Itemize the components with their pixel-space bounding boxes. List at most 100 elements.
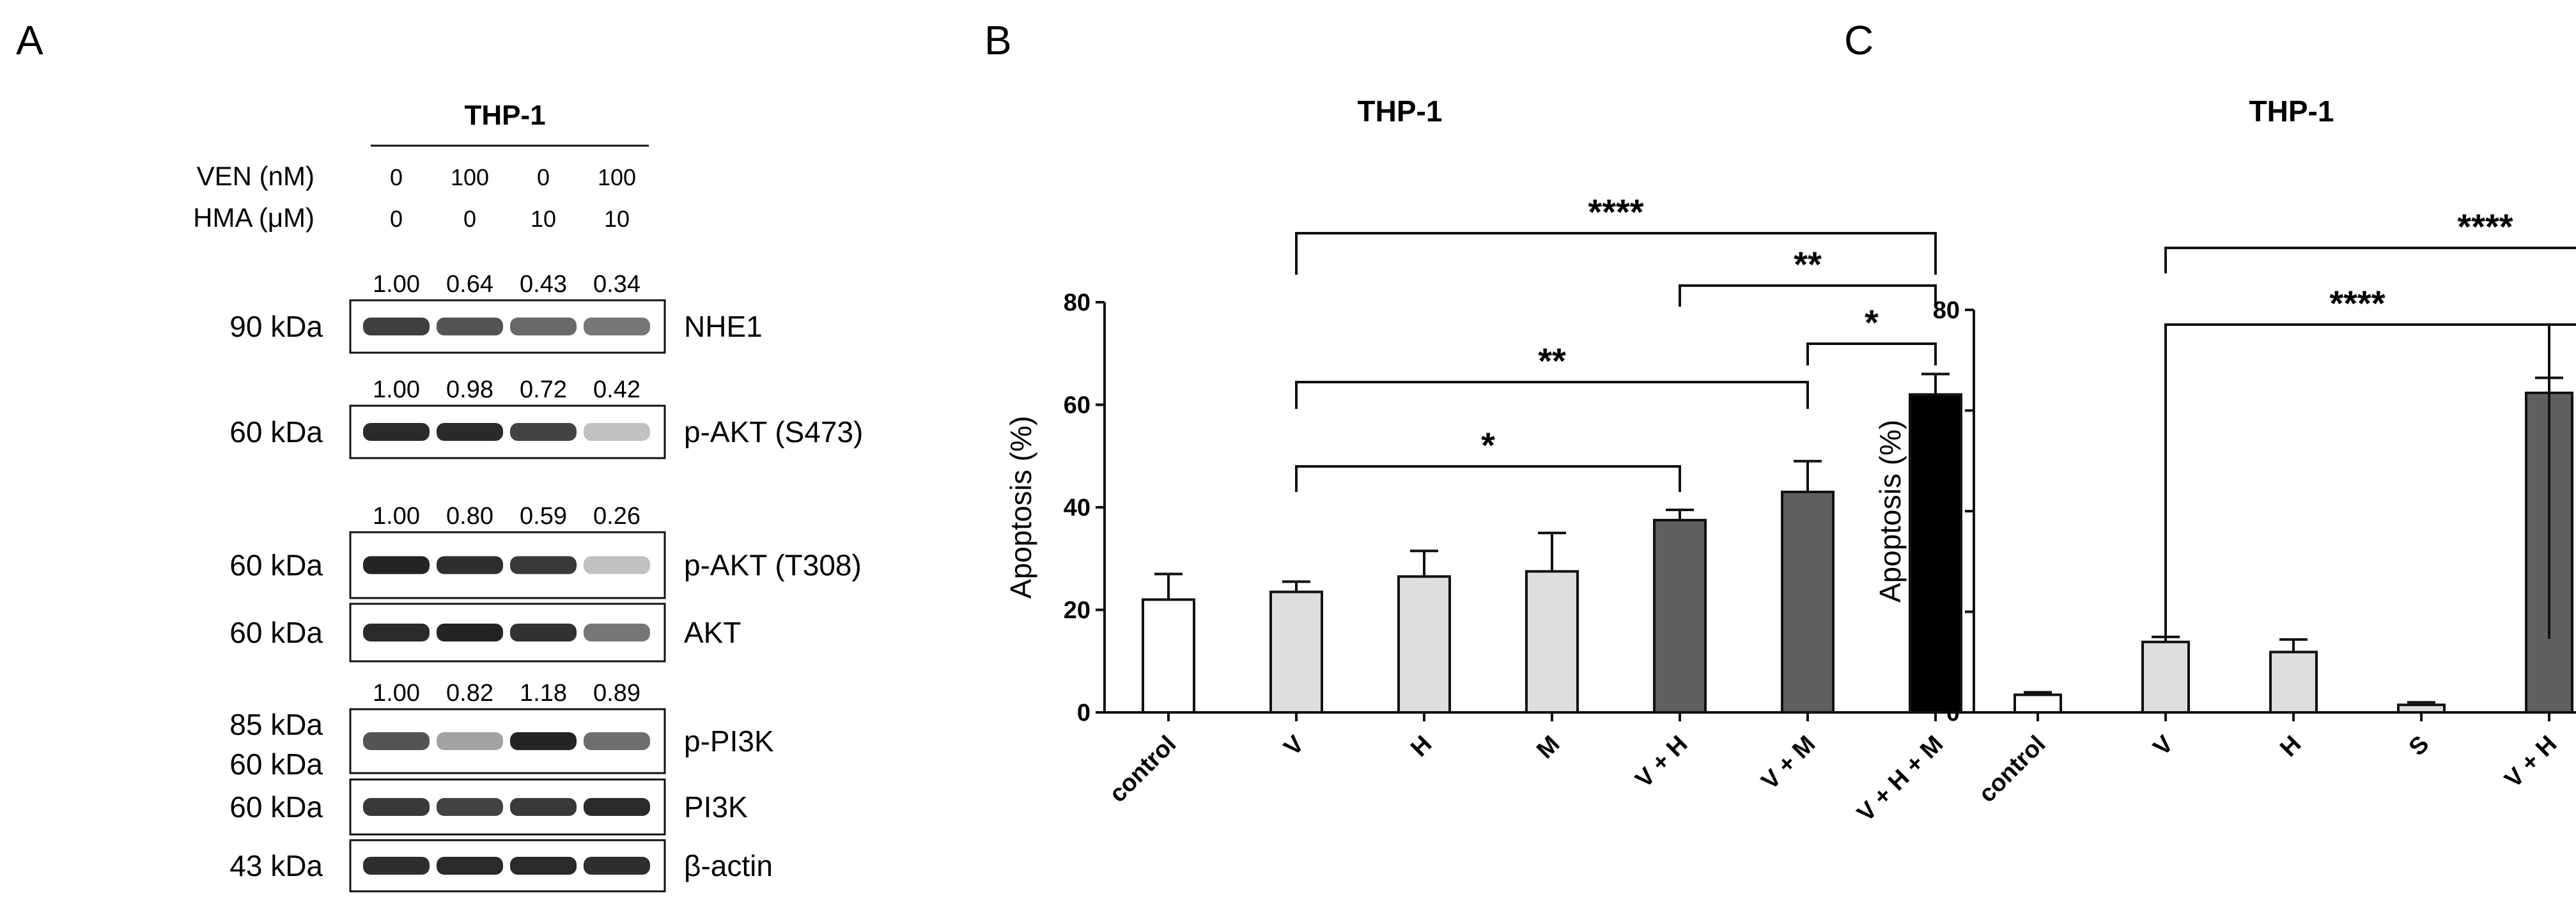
- significance-bracket: [1295, 381, 1809, 409]
- category-label: V + H: [1631, 731, 1693, 794]
- band-quant: 0.98: [446, 376, 493, 403]
- protein-band: [510, 318, 577, 335]
- category-label: V: [2148, 730, 2179, 761]
- category-label: H: [1406, 731, 1437, 762]
- molecular-weight: 60 kDa: [229, 790, 323, 824]
- chart-b: THP-1 0 20 40 60 80 Apoptosis (%) control V H M V +…: [1004, 95, 1999, 827]
- blot-2: 1.00 0.80 0.59 0.26 p-AKT (T308) 60 kDa: [229, 503, 862, 599]
- blot-4: 1.00 0.82 1.18 0.89 p-PI3K 85 kDa 60 kDa: [229, 680, 774, 781]
- significance-label: *: [1481, 425, 1495, 465]
- hma-value: 10: [604, 206, 630, 232]
- significance-bracket: [2164, 323, 2550, 639]
- protein-band: [584, 798, 650, 816]
- blot-6: β-actin 43 kDa: [229, 839, 773, 893]
- band-quant: 1.00: [373, 376, 420, 403]
- protein-label: PI3K: [684, 790, 748, 824]
- significance-label: **: [1794, 244, 1822, 284]
- significance-bracket: [2164, 247, 2576, 273]
- y-axis-label: Apoptosis (%): [1874, 420, 1907, 603]
- band-quant: 0.89: [593, 680, 640, 707]
- band-quant: 1.18: [520, 680, 567, 707]
- band-quant: 0.59: [520, 503, 567, 530]
- ven-value: 100: [598, 164, 636, 190]
- blot-3: AKT 60 kDa: [229, 603, 741, 663]
- bar: [1525, 570, 1579, 714]
- protein-band: [437, 318, 503, 335]
- protein-band: [363, 732, 430, 750]
- significance-label: **: [1538, 341, 1566, 381]
- protein-label: β-actin: [684, 849, 773, 882]
- panel-b-letter: B: [984, 17, 1012, 63]
- protein-band: [363, 556, 430, 574]
- ven-value: 0: [537, 164, 550, 190]
- western-blot-area: 0 100 0 100 0 0 10 10 1.00 0.64 0.43 0.34 NHE1 90 kDa…: [229, 164, 863, 893]
- bar: [1142, 598, 1195, 714]
- significance-bracket: [1679, 284, 1937, 307]
- band-quant: 0.64: [446, 271, 493, 298]
- band-quant: 1.00: [373, 503, 420, 530]
- blot-1: 1.00 0.98 0.72 0.42 p-AKT (S473) 60 kDa: [229, 376, 863, 459]
- bar: [1909, 393, 1962, 714]
- protein-band: [584, 732, 650, 750]
- blot-5: PI3K 60 kDa: [229, 778, 748, 836]
- protein-band: [437, 732, 503, 750]
- category-label: H: [2275, 731, 2306, 762]
- bar: [1653, 519, 1707, 714]
- molecular-weight: 60 kDa: [229, 415, 323, 449]
- protein-label: p-AKT (T308): [684, 549, 862, 582]
- protein-band: [584, 318, 650, 335]
- band-quant: 0.80: [446, 503, 493, 530]
- significance-bracket: [1295, 465, 1681, 492]
- protein-band: [437, 556, 503, 574]
- protein-band: [510, 624, 577, 641]
- protein-band: [437, 423, 503, 441]
- hma-value: 10: [531, 206, 556, 232]
- y-tick-label: 20: [1933, 599, 1960, 626]
- y-axis-label: Apoptosis (%): [1004, 416, 1037, 599]
- bar: [2141, 640, 2190, 714]
- panel-a-letter: A: [16, 17, 43, 63]
- protein-band: [510, 556, 577, 574]
- molecular-weight: 85 kDa: [229, 708, 323, 741]
- protein-band: [437, 624, 503, 641]
- protein-band: [363, 798, 430, 816]
- protein-band: [510, 732, 577, 750]
- protein-band: [437, 857, 503, 875]
- protein-label: AKT: [684, 616, 741, 649]
- bar: [2397, 703, 2446, 714]
- molecular-weight: 60 kDa: [229, 748, 323, 781]
- y-tick-label: 20: [1064, 597, 1090, 624]
- protein-band: [437, 798, 503, 816]
- significance-label: ****: [2457, 206, 2513, 247]
- bar: [1269, 590, 1323, 714]
- y-tick-label: 40: [1933, 498, 1960, 525]
- bar: [2013, 693, 2062, 714]
- band-quant: 1.00: [373, 680, 420, 707]
- significance-bracket: [1806, 342, 1937, 365]
- cell-line-header: THP-1: [464, 100, 545, 131]
- chart-title: THP-1: [2249, 95, 2334, 128]
- bar: [1397, 575, 1451, 714]
- band-quant: 0.34: [593, 271, 640, 298]
- protein-band: [584, 624, 650, 641]
- molecular-weight: 60 kDa: [229, 549, 323, 582]
- molecular-weight: 43 kDa: [229, 849, 323, 882]
- y-tick-label: 60: [1933, 398, 1960, 425]
- protein-label: p-PI3K: [684, 725, 774, 758]
- molecular-weight: 90 kDa: [229, 310, 323, 343]
- protein-band: [363, 318, 430, 335]
- significance-label: ****: [2329, 283, 2385, 323]
- y-tick-label: 40: [1064, 495, 1090, 521]
- protein-band: [584, 556, 650, 574]
- protein-label: NHE1: [684, 310, 763, 343]
- blot-0: 1.00 0.64 0.43 0.34 NHE1 90 kDa: [229, 271, 763, 354]
- protein-band: [363, 624, 430, 641]
- category-label: control: [1105, 731, 1182, 808]
- category-label: V: [1279, 730, 1310, 761]
- protein-band: [510, 423, 577, 441]
- hma-value: 0: [463, 206, 476, 232]
- protein-label: p-AKT (S473): [684, 415, 863, 449]
- category-label: control: [1974, 731, 2051, 808]
- significance-bracket: [1295, 232, 1937, 275]
